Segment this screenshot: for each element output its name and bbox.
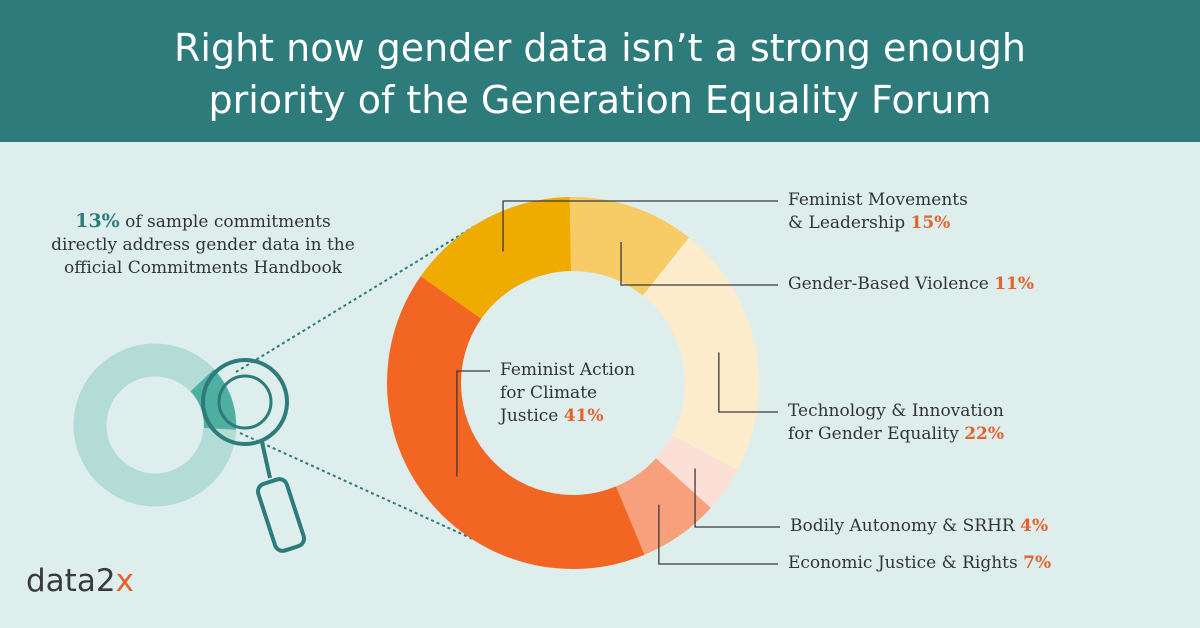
label-feminist-movements: Feminist Movements & Leadership 15% (788, 189, 968, 235)
label-climate-justice: Feminist Action for Climate Justice 41% (500, 359, 680, 428)
leader-line-0 (502, 200, 778, 252)
leader-line-2 (718, 352, 778, 413)
page-title: Right now gender data isn’t a strong eno… (0, 22, 1200, 126)
label-gender-based-violence: Gender-Based Violence 11% (788, 273, 1034, 296)
label-movements-line1: Feminist Movements (788, 190, 968, 210)
label-economic-text: Economic Justice & Rights (788, 553, 1024, 573)
leader-line-3 (694, 468, 780, 528)
callout-text: 13% of sample commitments directly addre… (48, 210, 358, 280)
title-line-2: priority of the Generation Equality Foru… (208, 78, 992, 122)
label-economic-justice: Economic Justice & Rights 7% (788, 552, 1051, 575)
title-line-1: Right now gender data isn’t a strong eno… (174, 26, 1026, 70)
magnifier-inner (217, 374, 273, 430)
label-technology-innovation: Technology & Innovation for Gender Equal… (788, 400, 1004, 446)
label-tech-line1: Technology & Innovation (788, 401, 1004, 421)
magnifier-icon (190, 225, 476, 553)
logo-text: data2 (26, 563, 116, 599)
small-donut-ring (73, 343, 237, 507)
label-movements-line2: & Leadership (788, 213, 911, 233)
logo-mark: x (115, 563, 134, 599)
magnifier-handle (255, 477, 307, 553)
header-banner (0, 0, 1200, 142)
label-gbv-text: Gender-Based Violence (788, 274, 995, 294)
label-climate-line2: for Climate (500, 383, 598, 403)
label-tech-line2: for Gender Equality (788, 424, 965, 444)
donut-slice-4 (616, 458, 711, 555)
donut-slice-3 (655, 435, 738, 508)
label-gbv-pct: 11% (994, 274, 1034, 294)
label-bodily-pct: 4% (1020, 516, 1049, 536)
callout-body: of sample commitments directly address g… (51, 212, 355, 278)
donut-slice-0 (420, 197, 572, 319)
small-donut (73, 343, 237, 507)
magnifier-neck (260, 441, 272, 479)
leader-line-1 (620, 241, 778, 286)
label-bodily-autonomy: Bodily Autonomy & SRHR 4% (790, 515, 1048, 538)
label-climate-line3: Justice (500, 406, 564, 426)
label-climate-line1: Feminist Action (500, 360, 636, 380)
zoom-line-top (235, 225, 476, 373)
donut-slice-5 (387, 276, 645, 569)
donut-slice-1 (569, 197, 690, 296)
leader-line-5 (456, 370, 490, 477)
label-bodily-text: Bodily Autonomy & SRHR (790, 516, 1021, 536)
data2x-logo: data2x (26, 563, 134, 599)
label-economic-pct: 7% (1023, 553, 1052, 573)
magnifier-lens (201, 358, 289, 446)
label-movements-pct: 15% (910, 213, 951, 233)
zoom-line-bottom (239, 432, 476, 541)
label-tech-pct: 22% (964, 424, 1005, 444)
callout-percent: 13% (75, 210, 120, 232)
label-climate-pct: 41% (563, 406, 604, 426)
leader-line-4 (658, 504, 778, 565)
